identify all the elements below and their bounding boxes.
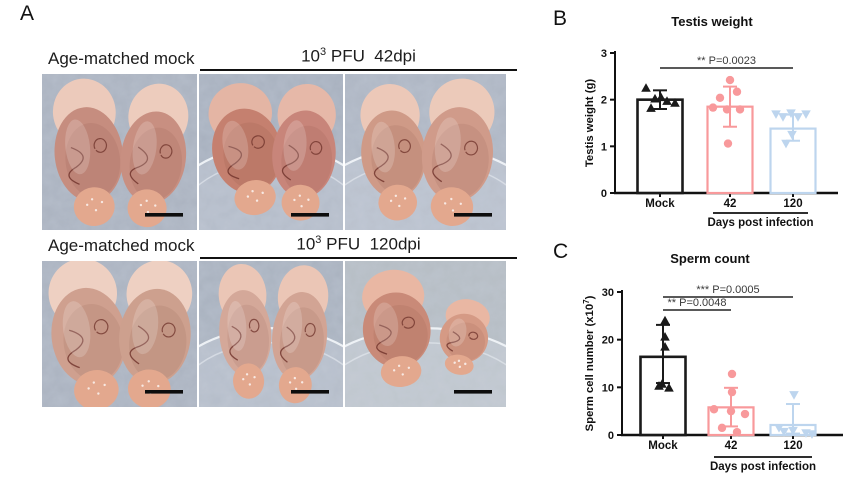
x-category-label: 120	[783, 198, 802, 210]
scale-bar	[291, 213, 329, 217]
row2-infected-group-label: 103 PFU 120dpi	[200, 234, 517, 255]
photo-row-42dpi	[42, 74, 506, 230]
chart-title: Testis weight	[671, 14, 753, 29]
row2-group-underline	[200, 257, 517, 259]
y-axis-label: Sperm cell number (x107)	[582, 295, 596, 431]
row1-group-underline	[200, 69, 517, 71]
chart-svg-B: Testis weight 0 1 2 3 Testis weight (g) Mock 42…	[584, 14, 838, 229]
chart-sperm-count: Sperm count 0 10 20 30 Sperm cell number (x10…	[545, 238, 851, 478]
scale-bar	[454, 390, 492, 394]
pfu-dpi-text: PFU 120dpi	[321, 234, 421, 254]
panel-a-label: A	[20, 2, 35, 25]
x-category-label: 120	[783, 440, 802, 452]
pfu-base: 10	[296, 234, 316, 254]
x-axis-group-label: Days post infection	[707, 217, 813, 229]
scale-bar	[145, 390, 183, 394]
scale-bar	[145, 213, 183, 217]
testis-photo-row2-3	[345, 261, 506, 407]
x-category-label: 42	[724, 198, 737, 210]
row1-mock-label: Age-matched mock	[48, 49, 195, 68]
y-tick-label: 20	[602, 335, 614, 347]
chart-title: Sperm count	[670, 251, 750, 266]
pfu-exponent: 3	[320, 46, 327, 58]
x-category-label: Mock	[648, 440, 678, 452]
x-category-label: Mock	[645, 198, 675, 210]
pfu-exponent: 3	[315, 234, 322, 246]
x-axis-group-label: Days post infection	[710, 461, 816, 473]
testis-photo-row1-3	[345, 74, 506, 230]
panel-b-label: B	[553, 7, 568, 30]
y-tick-label: 2	[601, 95, 607, 107]
y-tick-label: 0	[601, 188, 607, 200]
chart-svg-C: Sperm count 0 10 20 30 Sperm cell number (x10…	[582, 251, 843, 473]
pfu-dpi-text: PFU 42dpi	[326, 46, 416, 66]
testis-photo-row2-2	[199, 261, 343, 407]
y-tick-label: 1	[601, 141, 607, 153]
pfu-base: 10	[301, 46, 321, 66]
testis-photo-row2-1	[42, 261, 197, 407]
significance-label: *** P=0.0005	[696, 284, 759, 296]
y-tick-label: 3	[601, 48, 607, 60]
row2-mock-label: Age-matched mock	[48, 236, 195, 255]
row1-infected-group-label: 103 PFU 42dpi	[200, 46, 517, 67]
y-tick-label: 30	[602, 287, 614, 299]
significance-label: ** P=0.0023	[697, 55, 756, 67]
y-tick-label: 10	[602, 382, 614, 394]
testis-photo-row1-2	[199, 74, 343, 230]
x-category-label: 42	[725, 440, 738, 452]
y-axis-label: Testis weight (g)	[584, 79, 596, 168]
scale-bar	[291, 390, 329, 394]
panel-c-label: C	[553, 240, 569, 263]
y-tick-label: 0	[608, 430, 614, 442]
testis-photo-row1-1	[42, 74, 197, 230]
bar-mock	[636, 98, 684, 195]
photo-row-120dpi	[42, 261, 506, 407]
significance-label: ** P=0.0048	[667, 297, 726, 309]
scale-bar	[454, 213, 492, 217]
chart-testis-weight: Testis weight 0 1 2 3 Testis weight (g) Mock 42…	[545, 0, 851, 237]
